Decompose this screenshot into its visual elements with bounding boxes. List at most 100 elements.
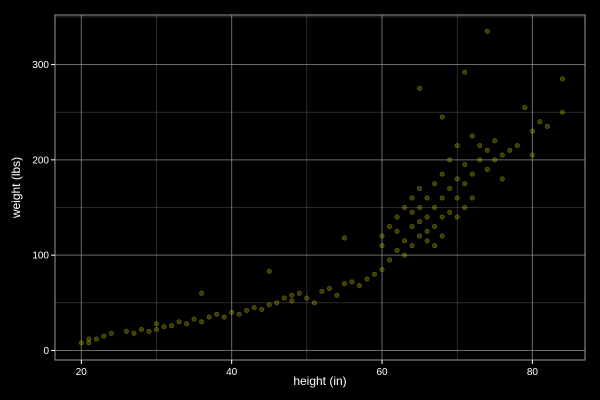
data-point	[78, 340, 84, 346]
data-point	[537, 119, 543, 125]
data-point	[394, 214, 400, 220]
data-point	[176, 319, 182, 325]
data-point	[417, 185, 423, 191]
data-point	[424, 195, 430, 201]
grid-lines	[55, 15, 585, 360]
data-point	[417, 205, 423, 211]
data-point	[101, 333, 107, 339]
data-point	[311, 300, 317, 306]
data-point	[153, 321, 159, 327]
data-point	[454, 214, 460, 220]
data-point	[199, 319, 205, 325]
data-point	[244, 307, 250, 313]
data-point	[492, 157, 498, 163]
data-point	[462, 181, 468, 187]
data-point	[372, 271, 378, 277]
data-point	[484, 28, 490, 34]
data-point	[417, 219, 423, 225]
data-point	[394, 247, 400, 253]
data-point	[447, 185, 453, 191]
x-tick-label: 20	[76, 367, 88, 378]
data-point	[184, 321, 190, 327]
data-point	[259, 306, 265, 312]
y-tick-label: 0	[43, 346, 49, 357]
data-point	[559, 76, 565, 82]
data-point	[274, 300, 280, 306]
data-point	[432, 205, 438, 211]
data-point	[123, 328, 129, 334]
data-point	[319, 288, 325, 294]
data-point	[439, 214, 445, 220]
data-point	[221, 314, 227, 320]
data-point	[559, 109, 565, 115]
data-point	[379, 233, 385, 239]
data-point	[289, 292, 295, 298]
data-point	[432, 243, 438, 249]
data-point	[341, 235, 347, 241]
data-point	[326, 286, 332, 292]
y-tick-label: 200	[32, 155, 49, 166]
data-point	[417, 233, 423, 239]
data-point	[236, 311, 242, 317]
data-point	[138, 327, 144, 333]
plot-background	[54, 14, 586, 361]
data-point	[529, 128, 535, 134]
data-point	[364, 276, 370, 282]
data-point	[289, 298, 295, 304]
data-point	[514, 143, 520, 149]
data-point	[266, 302, 272, 308]
data-point	[199, 290, 205, 296]
data-point	[484, 166, 490, 172]
x-tick-label: 80	[527, 367, 539, 378]
data-point	[454, 176, 460, 182]
data-point	[131, 330, 137, 336]
data-point	[402, 238, 408, 244]
data-point	[214, 311, 220, 317]
data-point	[462, 69, 468, 75]
data-point	[409, 224, 415, 230]
data-point	[379, 266, 385, 272]
data-point	[529, 152, 535, 158]
data-point	[161, 324, 167, 330]
data-point	[499, 152, 505, 158]
data-point	[251, 305, 257, 311]
data-point	[206, 314, 212, 320]
data-point	[492, 138, 498, 144]
x-tick-label: 60	[376, 367, 388, 378]
data-point	[402, 205, 408, 211]
y-tick-label: 100	[32, 251, 49, 262]
data-point	[108, 330, 114, 336]
data-point	[86, 336, 92, 342]
data-point	[424, 228, 430, 234]
data-point	[439, 171, 445, 177]
data-point	[462, 162, 468, 168]
data-point	[417, 85, 423, 91]
data-point	[454, 143, 460, 149]
data-point	[304, 295, 310, 301]
data-point	[153, 327, 159, 333]
data-point	[424, 214, 430, 220]
data-point	[169, 323, 175, 329]
data-point	[477, 157, 483, 163]
data-point	[439, 114, 445, 120]
data-point	[86, 340, 92, 346]
data-point	[462, 205, 468, 211]
data-point	[409, 195, 415, 201]
data-point	[469, 195, 475, 201]
data-point	[477, 143, 483, 149]
data-point	[469, 133, 475, 139]
data-point	[334, 292, 340, 298]
data-point	[266, 268, 272, 274]
x-axis-ticks: 20 40 60 80	[76, 360, 539, 378]
data-point	[341, 281, 347, 287]
data-point	[499, 176, 505, 182]
data-point	[447, 157, 453, 163]
data-point	[387, 257, 393, 263]
data-point	[424, 238, 430, 244]
data-point	[281, 295, 287, 301]
data-point	[402, 252, 408, 258]
data-point	[349, 279, 355, 285]
data-point	[469, 171, 475, 177]
data-points	[78, 28, 565, 346]
